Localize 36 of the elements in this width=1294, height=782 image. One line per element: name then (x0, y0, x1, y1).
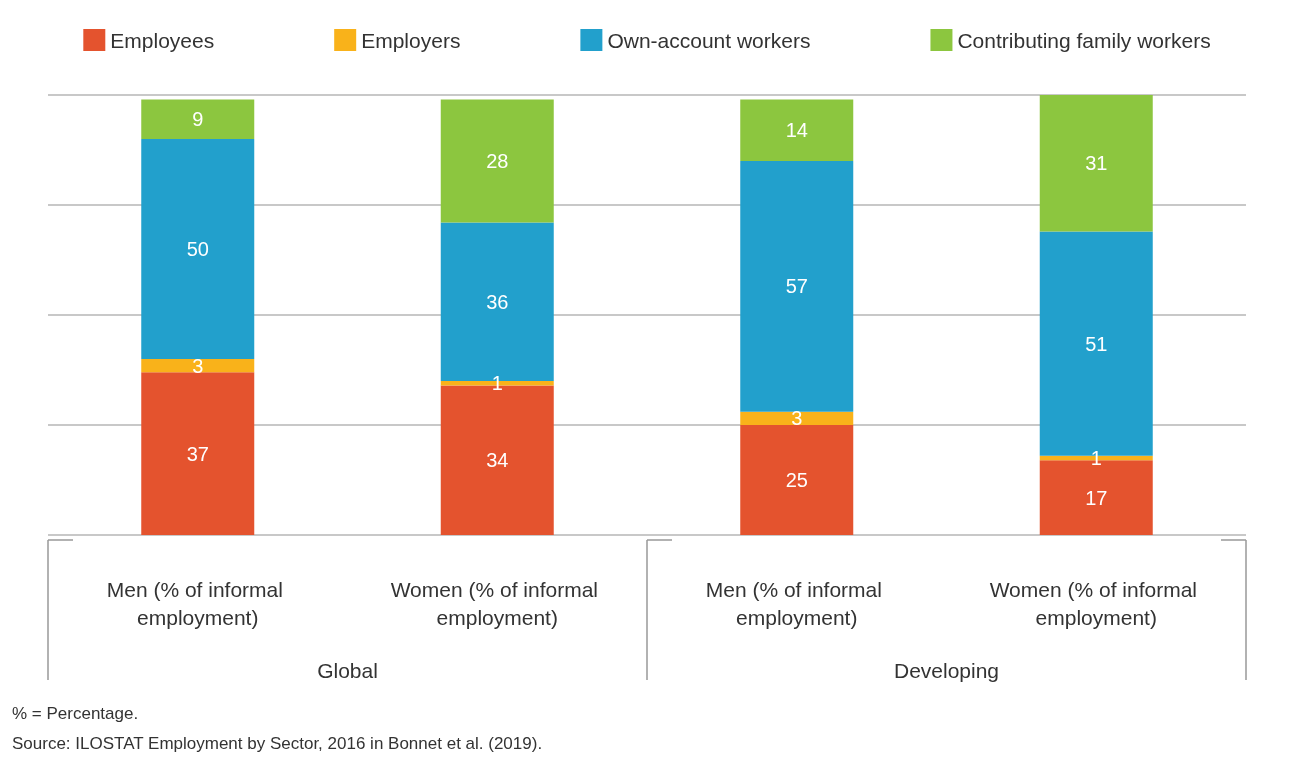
bar (740, 161, 854, 412)
data-label: 9 (192, 108, 204, 131)
data-label: 25 (785, 469, 808, 491)
data-label: 28 (486, 150, 509, 172)
bar (141, 372, 255, 535)
data-label: 36 (486, 290, 509, 313)
legend-label: Employees (110, 28, 215, 52)
bar (141, 99, 255, 139)
text: % = Percentage. (12, 704, 139, 723)
source-note: Source: ILOSTAT Employment by Sector, 2016 in Bonnet et al. (2019). (12, 734, 543, 753)
x-tick-label: Women (% of informal employment) (390, 577, 604, 629)
x-tick-label: Men (% of informal employment) (705, 577, 888, 629)
legend-label: Own-account workers (607, 28, 811, 52)
x-tick-label: Women (% of informal employment) (989, 577, 1203, 629)
data-label: 31 (1085, 152, 1108, 175)
data-label: 50 (186, 238, 209, 260)
data-label: 51 (1085, 332, 1108, 355)
data-label: 3 (791, 407, 803, 430)
bar (740, 411, 854, 425)
bar (141, 359, 255, 373)
bar (1039, 95, 1153, 232)
legend-label: Employers (361, 28, 461, 52)
bar (740, 99, 854, 161)
data-label: 57 (785, 275, 808, 298)
bar (740, 425, 854, 535)
text: Developing (893, 659, 1000, 682)
data-label: 14 (785, 119, 808, 142)
text: Global (317, 659, 378, 682)
data-label: 34 (486, 449, 509, 472)
bar (141, 139, 255, 359)
legend-label: Contributing family workers (957, 28, 1211, 52)
data-label: 17 (1085, 486, 1108, 509)
data-label: 3 (192, 354, 204, 377)
bar (440, 99, 554, 223)
data-label: 37 (186, 442, 209, 465)
x-tick-label: Men (% of informal employment) (106, 577, 289, 629)
